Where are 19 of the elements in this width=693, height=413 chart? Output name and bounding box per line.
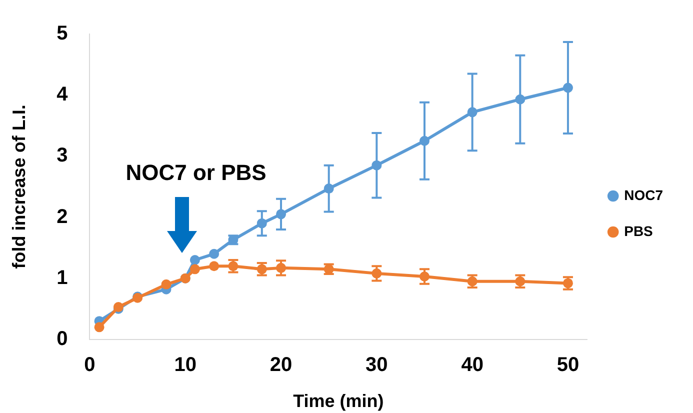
annotation: NOC7 or PBS [126, 160, 266, 185]
x-tick-label: 30 [366, 354, 388, 376]
x-tick-label: 0 [84, 354, 96, 376]
legend-label: NOC7 [624, 186, 664, 203]
y-tick-label: 2 [56, 206, 68, 228]
point [190, 254, 200, 265]
point [209, 248, 220, 259]
y-tick-label: 5 [56, 22, 68, 45]
y-tick-label: 0 [56, 328, 68, 350]
legend-label: PBS [624, 222, 653, 239]
x-tick-label: 40 [461, 354, 484, 376]
x-axis-title: Time (min) [293, 391, 384, 412]
y-tick-label: 3 [56, 144, 68, 167]
x-tick-label: 20 [270, 354, 292, 376]
y-tick-label: 1 [56, 266, 68, 289]
x-tick-label: 10 [174, 354, 196, 376]
y-axis-title: fold increase of L.I. [8, 104, 29, 269]
y-tick-label: 4 [56, 84, 69, 106]
x-tick-label: 50 [556, 354, 580, 376]
